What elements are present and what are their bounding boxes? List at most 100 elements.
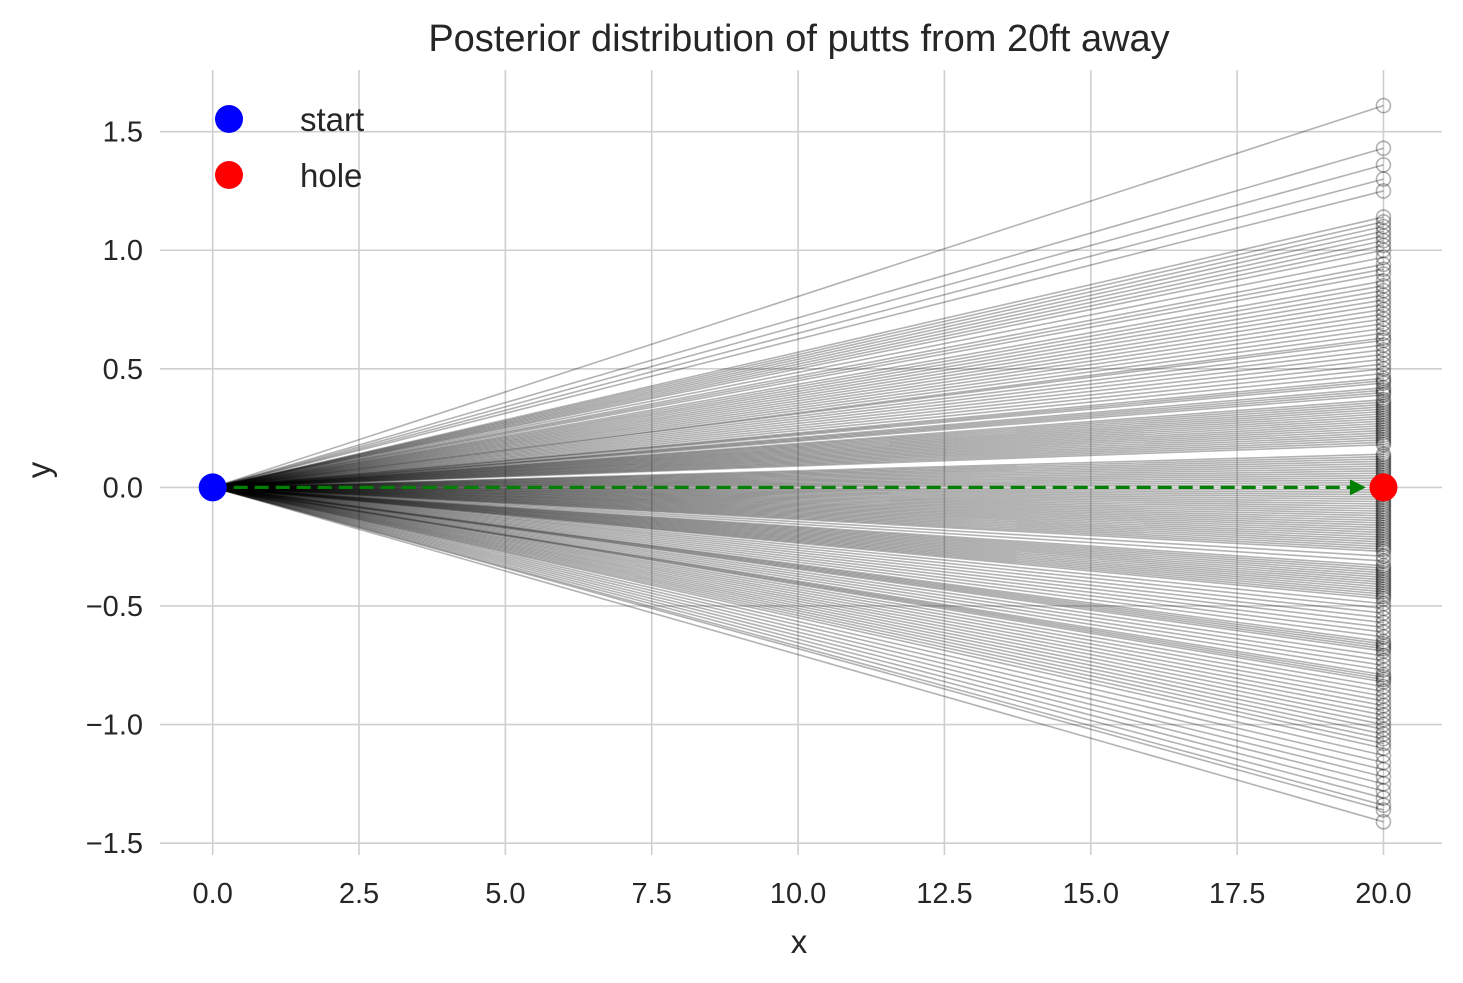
putt-line xyxy=(212,486,1384,799)
putt-end-marker xyxy=(1375,564,1392,581)
putt-end-marker xyxy=(1375,548,1392,564)
putt-line xyxy=(212,178,1384,489)
putt-end-marker xyxy=(1375,370,1392,387)
putt-end-marker xyxy=(1375,591,1392,607)
putt-line xyxy=(212,486,1384,778)
putt-line xyxy=(212,486,1384,572)
putt-line xyxy=(212,339,1384,489)
putt-line xyxy=(212,486,1384,517)
putt-end-marker xyxy=(1375,503,1392,519)
putt-end-marker xyxy=(1375,394,1392,410)
putt-end-marker xyxy=(1375,662,1392,678)
putt-line xyxy=(212,486,1384,579)
y-tick-label: 0.5 xyxy=(103,354,143,386)
putt-end-marker xyxy=(1375,726,1392,742)
putt-line xyxy=(212,303,1384,489)
putt-end-marker xyxy=(1375,425,1392,441)
putt-end-marker xyxy=(1375,432,1392,448)
putt-end-marker xyxy=(1375,600,1392,617)
putt-line xyxy=(212,294,1384,489)
putt-end-marker xyxy=(1375,669,1392,685)
putt-end-marker xyxy=(1375,330,1392,346)
putt-end-marker xyxy=(1375,209,1392,225)
putt-line xyxy=(212,486,1384,548)
putt-line xyxy=(212,486,1384,678)
putt-line xyxy=(212,486,1384,503)
x-tick-label: 2.5 xyxy=(339,878,379,910)
putt-line xyxy=(212,368,1384,489)
putt-line xyxy=(212,486,1384,557)
putt-end-marker xyxy=(1375,429,1392,446)
putt-line xyxy=(212,486,1384,569)
putt-end-marker xyxy=(1375,287,1392,304)
putt-end-marker xyxy=(1375,747,1392,764)
putt-line xyxy=(212,472,1384,489)
putt-line xyxy=(212,486,1384,584)
y-tick-label: 0.0 xyxy=(103,472,143,504)
putt-line xyxy=(212,389,1384,489)
putt-end-marker xyxy=(1375,569,1392,586)
putt-line xyxy=(212,405,1384,489)
putt-end-marker xyxy=(1375,242,1392,259)
putt-line xyxy=(212,486,1384,539)
putt-line xyxy=(212,104,1384,489)
x-tick-label: 20.0 xyxy=(1355,878,1411,910)
putt-line xyxy=(212,486,1384,529)
legend-start-swatch xyxy=(215,105,243,133)
putt-line xyxy=(212,486,1384,750)
putt-line xyxy=(212,273,1384,489)
putt-line xyxy=(212,486,1384,510)
putt-end-marker xyxy=(1375,510,1392,527)
putt-line xyxy=(212,486,1384,721)
putt-line xyxy=(212,486,1384,745)
putt-end-marker xyxy=(1375,140,1392,157)
putt-end-marker xyxy=(1375,519,1392,536)
putt-line xyxy=(212,332,1384,489)
putt-end-marker xyxy=(1375,543,1392,560)
putt-end-marker xyxy=(1375,652,1392,669)
putt-end-marker xyxy=(1375,325,1392,342)
putt-end-marker xyxy=(1375,588,1392,605)
putt-line xyxy=(212,372,1384,489)
putt-end-marker xyxy=(1375,790,1392,806)
putt-end-marker xyxy=(1375,567,1392,583)
putt-line xyxy=(212,403,1384,489)
putt-end-marker xyxy=(1375,678,1392,695)
putt-line xyxy=(212,308,1384,489)
y-tick-label: 1.0 xyxy=(103,235,143,267)
putt-end-marker xyxy=(1375,674,1392,690)
putt-line xyxy=(212,486,1384,534)
putt-line xyxy=(212,230,1384,489)
putt-line xyxy=(212,410,1384,489)
putt-end-marker xyxy=(1375,375,1392,391)
putt-line xyxy=(212,190,1384,489)
putt-line xyxy=(212,462,1384,489)
putt-end-marker xyxy=(1375,586,1392,602)
putt-end-marker xyxy=(1375,605,1392,621)
putt-line xyxy=(212,486,1384,581)
tick-labels: 0.0 2.5 5.0 7.5 10.0 12.5 15.0 17.5 20.0 −1.5 −1.0… xyxy=(86,117,1412,910)
putt-end-marker xyxy=(1375,697,1392,714)
putt-line xyxy=(212,420,1384,489)
putt-line xyxy=(212,486,1384,681)
putt-line xyxy=(212,486,1384,543)
putt-line xyxy=(212,486,1384,536)
putt-end-marker xyxy=(1375,406,1392,422)
putt-end-marker xyxy=(1375,688,1392,704)
putt-line xyxy=(212,486,1384,707)
putt-end-marker xyxy=(1375,379,1392,396)
putt-end-marker xyxy=(1375,735,1392,752)
putt-end-marker xyxy=(1375,534,1392,550)
putt-end-marker xyxy=(1375,643,1392,659)
putt-line xyxy=(212,486,1384,811)
putt-line xyxy=(212,244,1384,489)
target-arrowhead xyxy=(1349,479,1366,496)
putt-line xyxy=(212,486,1384,546)
putt-end-marker xyxy=(1375,553,1392,569)
putt-line xyxy=(212,486,1384,512)
putt-line xyxy=(212,486,1384,550)
putt-line xyxy=(212,299,1384,489)
putt-end-marker xyxy=(1375,453,1392,470)
putt-end-marker xyxy=(1375,249,1392,266)
putt-line xyxy=(212,486,1384,683)
